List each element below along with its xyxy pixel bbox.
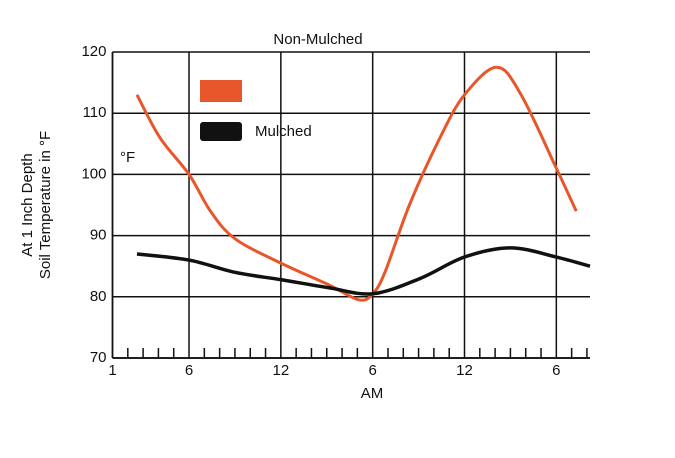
y-tick-label: 90 (90, 227, 107, 244)
legend-label: Mulched (255, 123, 312, 140)
legend-swatch (200, 80, 242, 102)
annotation: °F (120, 149, 135, 166)
x-tick-label: 12 (273, 362, 290, 379)
legend-swatch (200, 122, 242, 141)
y-tick-label: 70 (90, 349, 107, 366)
series-line (135, 65, 578, 302)
x-tick-label: 6 (185, 362, 193, 379)
y-tick-label: 100 (81, 165, 106, 182)
x-tick-label: 1 (108, 362, 116, 379)
legend-label: Non-Mulched (273, 31, 362, 48)
y-tick-label: 120 (81, 43, 106, 60)
series-line (136, 246, 591, 296)
y-axis-label: At 1 Inch Depth (19, 153, 36, 256)
y-tick-label: 110 (83, 104, 107, 121)
y-axis-label: Soil Temperature in °F (37, 131, 54, 279)
x-axis-label: AM (361, 385, 384, 402)
x-tick-label: 6 (369, 362, 377, 379)
x-tick-label: 6 (552, 362, 560, 379)
y-tick-label: 80 (90, 288, 107, 305)
x-tick-label: 12 (456, 362, 473, 379)
